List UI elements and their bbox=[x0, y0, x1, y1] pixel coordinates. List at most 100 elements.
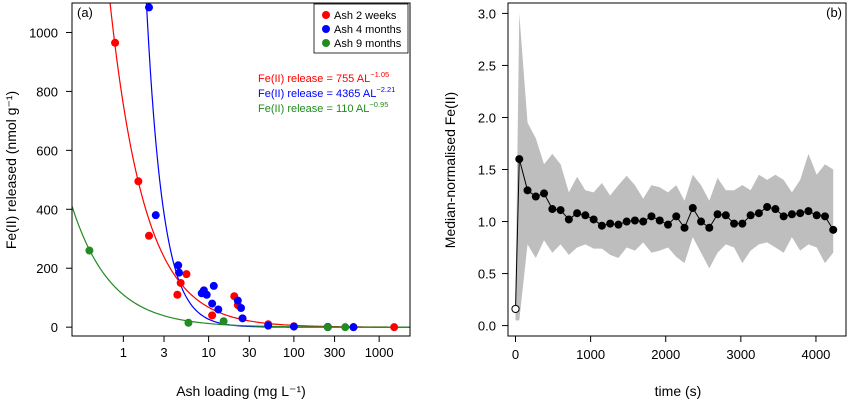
median-point bbox=[705, 223, 714, 232]
y-tick-label-a: 200 bbox=[36, 261, 58, 276]
range-band-area bbox=[515, 13, 834, 321]
data-point-series-1 bbox=[134, 177, 143, 186]
data-point-series-2 bbox=[208, 299, 217, 308]
panel-label-a: (a) bbox=[77, 5, 93, 20]
x-tick-label-b: 0 bbox=[512, 347, 519, 362]
panel-b: 0 1000 2000 3000 4000 0.00.51.01.52.02.53.0 … bbox=[442, 2, 847, 399]
legend-marker-1 bbox=[322, 11, 330, 19]
data-point-series-1 bbox=[208, 311, 217, 320]
data-point-series-2 bbox=[264, 321, 273, 330]
median-point bbox=[738, 219, 747, 228]
median-point bbox=[754, 209, 763, 218]
y-tick-label-b: 2.0 bbox=[478, 110, 496, 125]
median-line-path bbox=[515, 158, 834, 309]
median-point bbox=[573, 209, 582, 218]
panel-a: 1 3 10 30 100 300 1000 0 200 400 600 800 1000 (a) A… bbox=[3, 2, 411, 399]
median-point bbox=[630, 216, 639, 225]
median-points bbox=[511, 155, 838, 314]
data-point-series-1 bbox=[182, 270, 191, 279]
fit-equation-3-base: Fe(II) release = 110 AL bbox=[258, 103, 369, 115]
median-point bbox=[804, 207, 813, 216]
y-tick-label-a: 400 bbox=[36, 202, 58, 217]
median-point bbox=[639, 217, 648, 226]
data-point-series-3 bbox=[85, 246, 94, 255]
data-point-series-1 bbox=[111, 38, 120, 47]
plot-frame-a bbox=[71, 2, 411, 337]
y-tick-label-a: 600 bbox=[36, 143, 58, 158]
data-point-series-1 bbox=[390, 323, 399, 332]
y-axis-label-b: Median-normalised Fe(II) bbox=[442, 92, 458, 248]
median-point bbox=[829, 225, 838, 234]
data-point-series-3 bbox=[184, 318, 193, 327]
median-point bbox=[548, 205, 557, 214]
legend-label-2: Ash 4 months bbox=[334, 24, 402, 36]
fit-equation-2-exponent: −2.21 bbox=[376, 85, 395, 94]
median-point bbox=[688, 204, 697, 213]
range-band bbox=[515, 13, 834, 321]
fit-equation-3: Fe(II) release = 110 AL−0.95 bbox=[258, 100, 388, 115]
x-tick-label-a: 1000 bbox=[365, 345, 394, 360]
median-point bbox=[730, 219, 739, 228]
median-point bbox=[597, 221, 606, 230]
data-point-series-2 bbox=[238, 314, 247, 323]
median-point bbox=[663, 220, 672, 229]
y-tick-label-a: 1000 bbox=[29, 25, 58, 40]
data-point-series-3 bbox=[341, 323, 350, 332]
median-point bbox=[697, 217, 706, 226]
data-point-series-1 bbox=[173, 290, 182, 299]
median-point bbox=[564, 215, 573, 224]
y-tick-label-b: 1.0 bbox=[478, 215, 496, 230]
median-point bbox=[812, 211, 821, 220]
data-point-series-2 bbox=[233, 296, 242, 305]
median-point bbox=[523, 186, 532, 195]
median-point bbox=[721, 211, 730, 220]
x-tick-label-a: 300 bbox=[324, 345, 346, 360]
y-tick-label-b: 0.5 bbox=[478, 267, 496, 282]
fit-equation-2-base: Fe(II) release = 4365 AL bbox=[258, 88, 376, 100]
panel-label-b: (b) bbox=[826, 5, 842, 20]
legend: Ash 2 weeks Ash 4 months Ash 9 months bbox=[313, 3, 409, 54]
median-point bbox=[614, 220, 623, 229]
median-point bbox=[581, 211, 590, 220]
median-point bbox=[540, 189, 549, 198]
fit-equation-1-exponent: −1.05 bbox=[370, 70, 389, 79]
data-point-series-1 bbox=[145, 231, 154, 240]
data-point-series-2 bbox=[151, 211, 160, 220]
x-tick-label-a: 30 bbox=[242, 345, 256, 360]
x-axis-a: 1 3 10 30 100 300 1000 bbox=[120, 336, 394, 360]
x-tick-label-a: 1 bbox=[120, 345, 127, 360]
x-tick-label-b: 3000 bbox=[726, 347, 755, 362]
legend-entry-1: Ash 2 weeks bbox=[322, 10, 397, 22]
median-point bbox=[746, 211, 755, 220]
fit-equation-3-exponent: −0.95 bbox=[369, 100, 388, 109]
median-line bbox=[515, 158, 834, 309]
legend-entry-2: Ash 4 months bbox=[322, 24, 402, 36]
y-axis-b: 0.0 0.5 1.0 1.5 2.0 2.5 3.0 bbox=[478, 6, 508, 334]
data-point-series-1 bbox=[176, 278, 185, 287]
y-axis-a: 0 200 400 600 800 1000 bbox=[29, 25, 72, 335]
data-point-series-2 bbox=[145, 3, 154, 12]
median-point bbox=[589, 215, 598, 224]
median-point bbox=[606, 219, 615, 228]
legend-entry-3: Ash 9 months bbox=[322, 38, 402, 50]
y-tick-label-b: 3.0 bbox=[478, 6, 496, 21]
x-axis-b: 0 1000 2000 3000 4000 bbox=[512, 336, 830, 362]
median-point bbox=[713, 210, 722, 219]
median-point bbox=[622, 217, 631, 226]
scatter-points bbox=[85, 3, 399, 332]
median-point bbox=[787, 210, 796, 219]
median-point bbox=[779, 212, 788, 221]
median-point-open bbox=[511, 304, 520, 314]
median-point bbox=[515, 155, 524, 164]
median-point bbox=[672, 212, 681, 221]
y-tick-label-b: 1.5 bbox=[478, 163, 496, 178]
data-point-series-2 bbox=[202, 290, 211, 299]
y-axis-label-a: Fe(II) released (nmol g⁻¹) bbox=[3, 91, 19, 249]
x-tick-label-b: 4000 bbox=[801, 347, 830, 362]
legend-label-1: Ash 2 weeks bbox=[334, 10, 397, 22]
median-point bbox=[655, 216, 664, 225]
data-point-series-3 bbox=[323, 323, 332, 332]
data-point-series-2 bbox=[349, 323, 358, 332]
fit-equation-1-base: Fe(II) release = 755 AL bbox=[258, 73, 370, 85]
median-point bbox=[680, 223, 689, 232]
